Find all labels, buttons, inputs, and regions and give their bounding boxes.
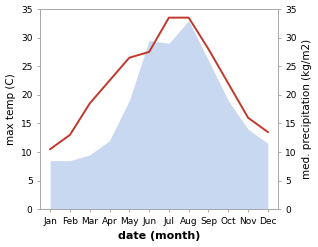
Y-axis label: max temp (C): max temp (C) <box>5 73 16 145</box>
X-axis label: date (month): date (month) <box>118 231 200 242</box>
Y-axis label: med. precipitation (kg/m2): med. precipitation (kg/m2) <box>302 39 313 179</box>
